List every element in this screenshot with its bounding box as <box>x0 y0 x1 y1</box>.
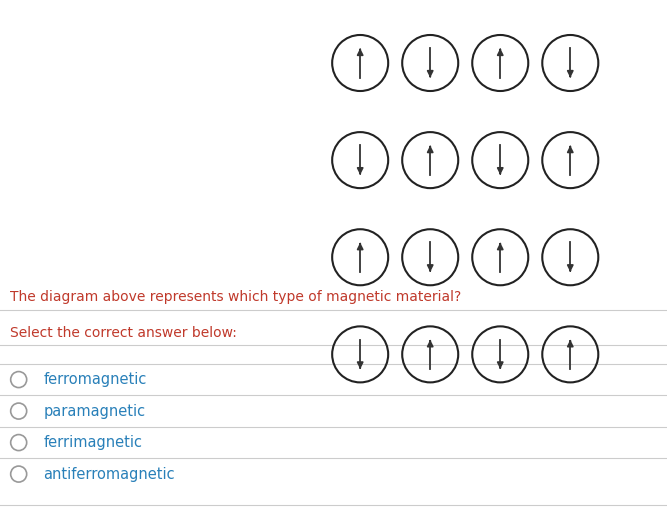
Text: antiferromagnetic: antiferromagnetic <box>43 467 175 481</box>
Text: The diagram above represents which type of magnetic material?: The diagram above represents which type … <box>10 290 462 304</box>
Text: Select the correct answer below:: Select the correct answer below: <box>10 326 237 340</box>
Text: ferromagnetic: ferromagnetic <box>43 372 147 387</box>
Text: paramagnetic: paramagnetic <box>43 404 145 418</box>
Text: ferrimagnetic: ferrimagnetic <box>43 435 142 450</box>
